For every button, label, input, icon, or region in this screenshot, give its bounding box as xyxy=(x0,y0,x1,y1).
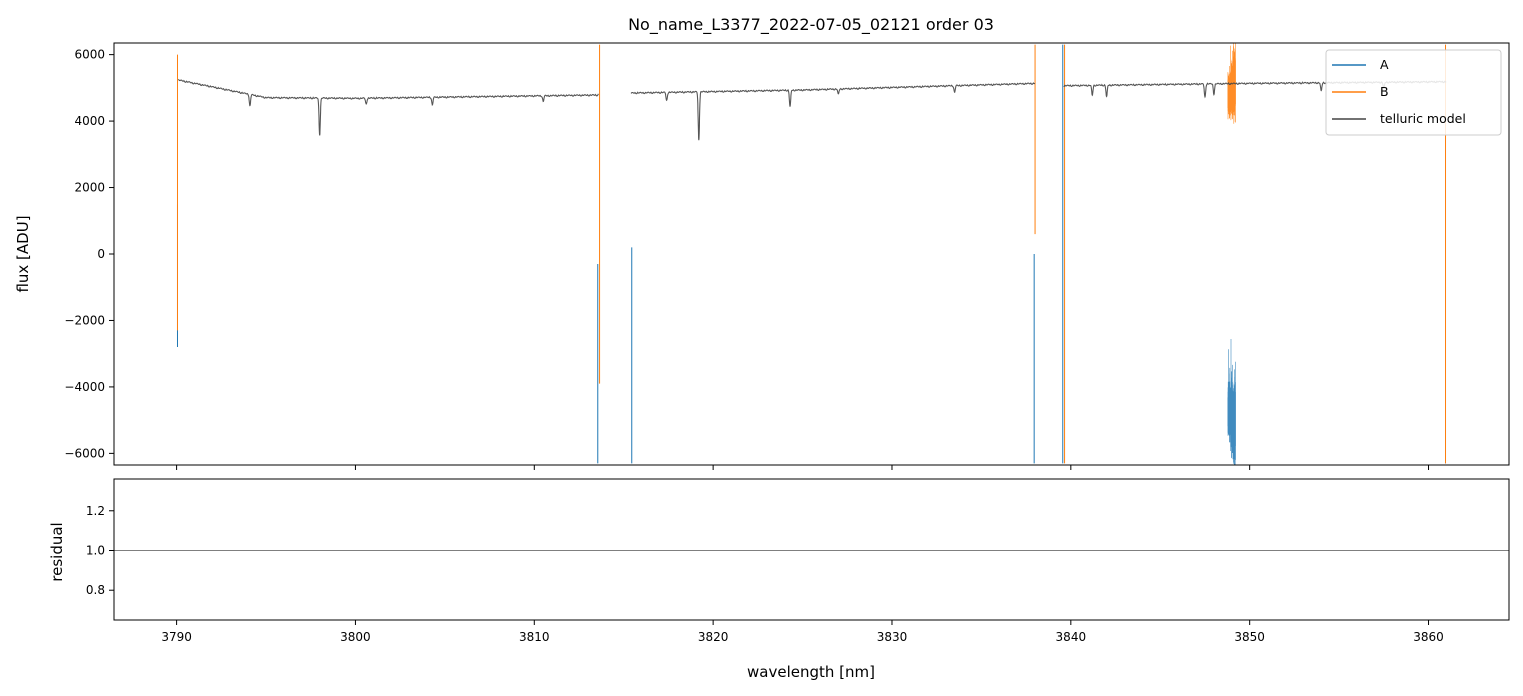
bottom-plot-area xyxy=(114,550,1509,551)
bottom-y-axis-label: residual xyxy=(48,522,66,581)
top-ytick-label-6000: 6000 xyxy=(74,48,105,62)
bottom-xtick-label-3790: 3790 xyxy=(161,630,192,644)
bottom-axes-frame xyxy=(113,478,1510,621)
bottom-xtick-label-3860: 3860 xyxy=(1413,630,1444,644)
bottom-panel: 0.8 1.0 1.2 3790 3800 3810 3820 3830 3840 3850 38… xyxy=(48,478,1510,681)
bottom-xtick-label-3810: 3810 xyxy=(519,630,550,644)
top-ytick-label--4000: −4000 xyxy=(64,380,105,394)
bottom-ytick-label-1: 1.0 xyxy=(86,543,105,557)
series-telluric-model-line xyxy=(178,78,1447,141)
legend-box xyxy=(1325,49,1502,136)
legend-label-telluric-model: telluric model xyxy=(1380,111,1466,126)
top-axes-frame xyxy=(113,42,1510,466)
bottom-xtick-label-3830: 3830 xyxy=(877,630,908,644)
top-ytick-label-2000: 2000 xyxy=(74,181,105,195)
top-y-ticks: −6000 −4000 −2000 0 2000 4000 6000 xyxy=(64,48,114,460)
bottom-xtick-label-3850: 3850 xyxy=(1234,630,1265,644)
top-ytick-label-4000: 4000 xyxy=(74,114,105,128)
bottom-xtick-label-3820: 3820 xyxy=(698,630,729,644)
top-y-axis-label: flux [ADU] xyxy=(14,215,32,292)
bottom-y-ticks: 0.8 1.0 1.2 xyxy=(86,504,114,597)
legend: A B telluric model xyxy=(1325,49,1502,136)
bottom-xtick-label-3800: 3800 xyxy=(340,630,371,644)
bottom-ytick-label-0.8: 0.8 xyxy=(86,583,105,597)
legend-label-a: A xyxy=(1380,57,1389,72)
bottom-x-ticks: 3790 3800 3810 3820 3830 3840 3850 3860 xyxy=(161,620,1444,644)
top-ytick-label--6000: −6000 xyxy=(64,446,105,460)
top-ytick-label-0: 0 xyxy=(97,247,105,261)
top-x-ticks xyxy=(176,465,1430,470)
top-ytick-label--2000: −2000 xyxy=(64,313,105,327)
top-plot-area xyxy=(176,43,1447,465)
legend-label-b: B xyxy=(1380,84,1389,99)
bottom-xtick-label-3840: 3840 xyxy=(1056,630,1087,644)
bottom-ytick-label-1.2: 1.2 xyxy=(86,504,105,518)
series-a-line xyxy=(1227,339,1236,465)
chart-title: No_name_L3377_2022-07-05_02121 order 03 xyxy=(628,15,994,35)
x-axis-label: wavelength [nm] xyxy=(747,663,875,681)
